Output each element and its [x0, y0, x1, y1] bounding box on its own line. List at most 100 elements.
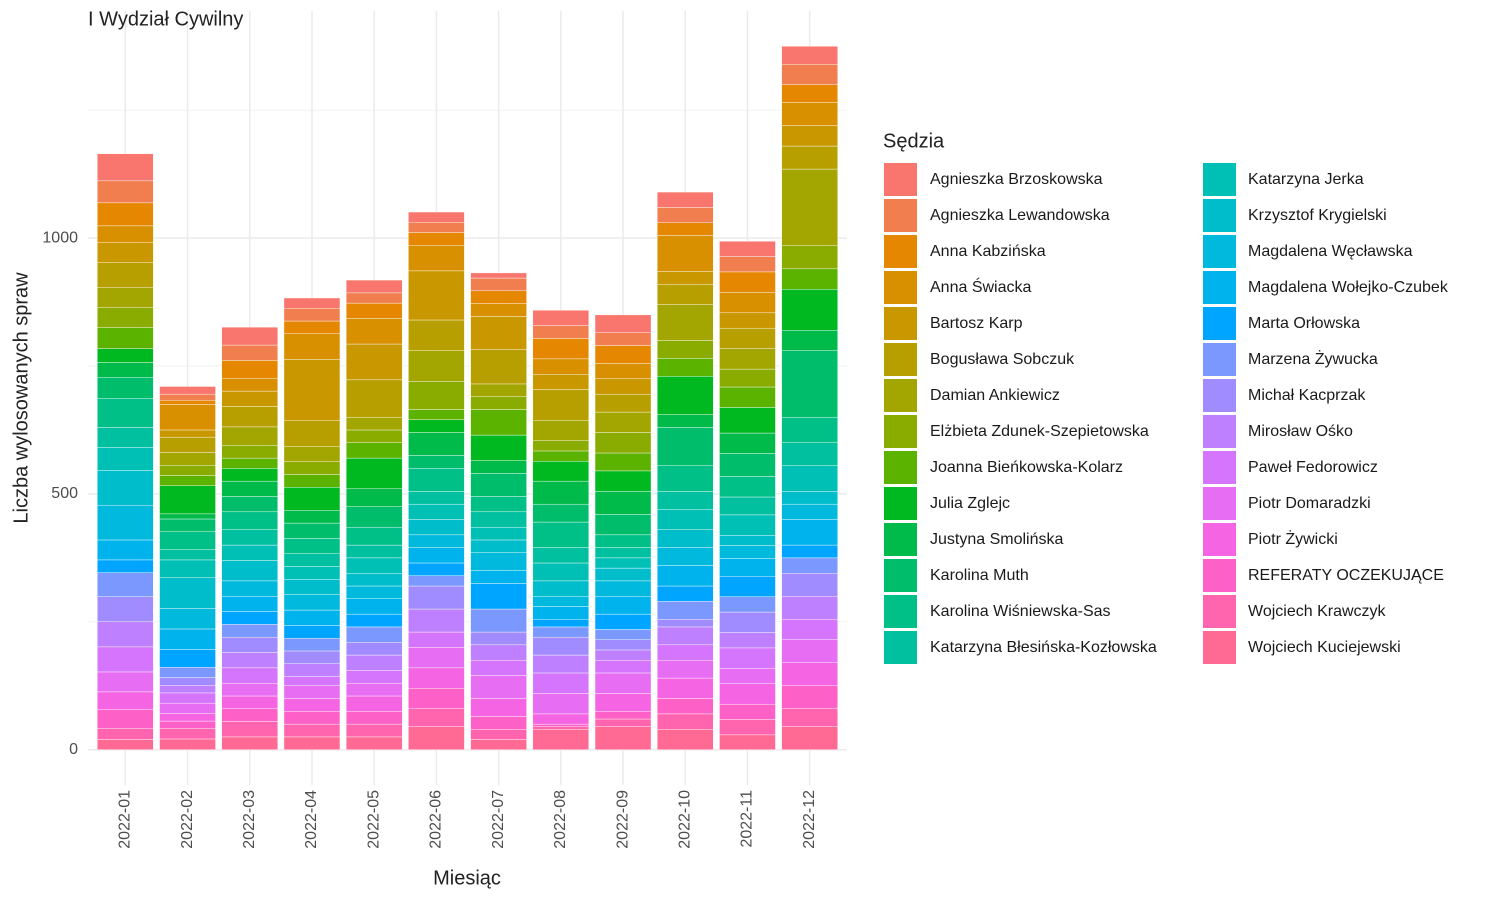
bar-segment	[470, 675, 527, 699]
bar-segment	[781, 639, 838, 663]
bar-segment	[719, 514, 776, 536]
bar-segment	[283, 625, 341, 639]
bar-segment	[345, 526, 403, 546]
y-tick-label: 0	[69, 741, 78, 758]
legend-key	[884, 307, 917, 340]
legend-label: Wojciech Krawczyk	[1248, 603, 1387, 620]
bar-segment	[470, 539, 527, 553]
legend-key	[1203, 559, 1236, 592]
bar-segment	[781, 289, 838, 331]
bar-segment	[283, 663, 341, 677]
bar-segment	[221, 682, 278, 697]
bar-segment	[408, 562, 465, 576]
legend-label: Paweł Fedorowicz	[1248, 459, 1378, 476]
bar-segment	[719, 407, 776, 434]
bar-segment	[781, 662, 838, 686]
bar-segment	[221, 611, 278, 625]
bar-segment	[345, 292, 403, 304]
legend-key	[884, 415, 917, 448]
bar-segment	[781, 145, 838, 170]
bar-segment	[719, 327, 776, 349]
bar-segment	[470, 409, 527, 436]
legend-key	[1203, 163, 1236, 196]
bars	[97, 46, 838, 750]
bar-segment	[345, 302, 403, 319]
bar-segment	[657, 340, 714, 359]
bar-segment	[594, 649, 652, 661]
legend-key	[1203, 307, 1236, 340]
legend-label: Mirosław Ośko	[1248, 423, 1353, 440]
bar-segment	[532, 654, 590, 674]
bar-segment	[221, 496, 278, 513]
bar-segment	[97, 559, 154, 573]
bar-segment	[97, 225, 154, 243]
bar-segment	[283, 553, 341, 567]
legend-label: Marta Orłowska	[1248, 315, 1360, 332]
bar-segment	[594, 659, 652, 674]
bar-segment	[657, 271, 714, 285]
bar-segment	[345, 573, 403, 587]
bar-segment	[221, 344, 278, 361]
bar-segment	[159, 692, 216, 704]
bar-segment	[719, 734, 776, 750]
bar-segment	[97, 153, 154, 182]
legend-label: Bogusława Sobczuk	[930, 351, 1075, 368]
bar-segment	[781, 491, 838, 505]
bar-segment	[657, 626, 714, 646]
bar-segment	[283, 461, 341, 475]
bar-segment	[657, 644, 714, 661]
bar-segment	[159, 386, 216, 395]
bar-segment	[159, 649, 216, 668]
bar-segment	[221, 457, 278, 469]
bar-segment	[532, 713, 590, 725]
bar-segment	[657, 547, 714, 566]
bar-segment	[345, 457, 403, 490]
bar-segment	[283, 698, 341, 712]
legend: Agnieszka Brzoskowska Agnieszka Lewandows…	[884, 163, 1449, 664]
bar-segment	[594, 726, 652, 750]
bar-segment	[719, 256, 776, 273]
bar-segment	[97, 202, 154, 227]
bar-segment	[97, 470, 154, 506]
bar-segment	[283, 538, 341, 554]
bar-segment	[221, 695, 278, 709]
legend-label: Bartosz Karp	[930, 315, 1023, 332]
bar-segment	[470, 349, 527, 385]
bar-segment	[283, 579, 341, 595]
bar-segment	[345, 557, 403, 574]
bar-segment	[345, 585, 403, 599]
bar-segment	[97, 709, 154, 729]
x-tick-label: 2022-10	[676, 790, 693, 849]
bar-segment	[159, 667, 216, 678]
bar-segment	[283, 723, 341, 738]
bar-segment	[283, 566, 341, 580]
x-tick-label: 2022-12	[801, 790, 818, 849]
bar-segment	[532, 606, 590, 620]
bar-segment	[594, 314, 652, 333]
bar-segment	[408, 409, 465, 420]
legend-title: Sędzia	[883, 130, 945, 152]
legend-label: Katarzyna Błesińska-Kozłowska	[930, 639, 1157, 656]
bar-segment	[408, 503, 465, 520]
bar-segment	[470, 496, 527, 513]
bar-segment	[221, 624, 278, 638]
legend-label: Piotr Żywicki	[1248, 529, 1338, 548]
legend-key	[1203, 415, 1236, 448]
bar-segment	[657, 529, 714, 548]
bar-segment	[532, 338, 590, 360]
bar-segment	[345, 711, 403, 725]
bar-segment	[283, 297, 341, 309]
bar-segment	[470, 552, 527, 571]
legend-key	[884, 235, 917, 268]
bar-segment	[657, 509, 714, 530]
bar-segment	[594, 613, 652, 630]
bar-segment	[532, 626, 590, 638]
legend-key	[884, 343, 917, 376]
bar-segment	[532, 562, 590, 582]
legend-key	[1203, 595, 1236, 628]
bar-segment	[345, 279, 403, 294]
bar-segment	[594, 411, 652, 433]
legend-label: Julia Zglejc	[930, 495, 1010, 512]
bar-segment	[221, 708, 278, 722]
bar-segment	[159, 465, 216, 476]
